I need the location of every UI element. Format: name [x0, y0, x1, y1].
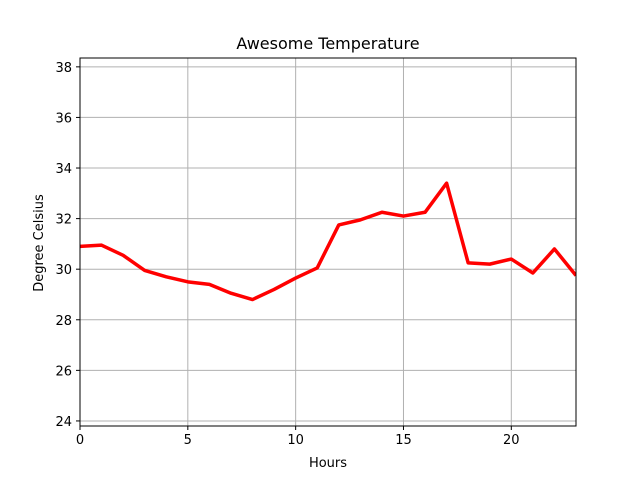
y-tick-label: 24: [55, 415, 72, 430]
x-tick-label: 15: [395, 433, 412, 448]
y-tick-label: 30: [55, 263, 72, 278]
y-tick-label: 32: [55, 213, 72, 228]
y-tick-label: 36: [55, 111, 72, 126]
x-tick-label: 0: [76, 433, 84, 448]
y-tick-label: 34: [55, 162, 72, 177]
tick-layer: 0 5 10 15 20 24 26 28 30 32 34 36 38: [55, 61, 519, 448]
x-tick-label: 5: [184, 433, 192, 448]
y-tick-label: 38: [55, 61, 72, 76]
x-tick-label: 20: [503, 433, 520, 448]
gridlines: [79, 58, 576, 426]
series-layer: [80, 181, 576, 302]
x-axis-label: Hours: [309, 456, 347, 471]
x-tick-label: 10: [287, 433, 304, 448]
plot-frame: [79, 57, 577, 427]
chart-title: Awesome Temperature: [236, 34, 419, 53]
y-tick-label: 28: [55, 314, 72, 329]
y-axis-label: Degree Celsius: [32, 194, 47, 292]
y-tick-label: 26: [55, 364, 72, 379]
temperature-series-line: [80, 181, 576, 302]
